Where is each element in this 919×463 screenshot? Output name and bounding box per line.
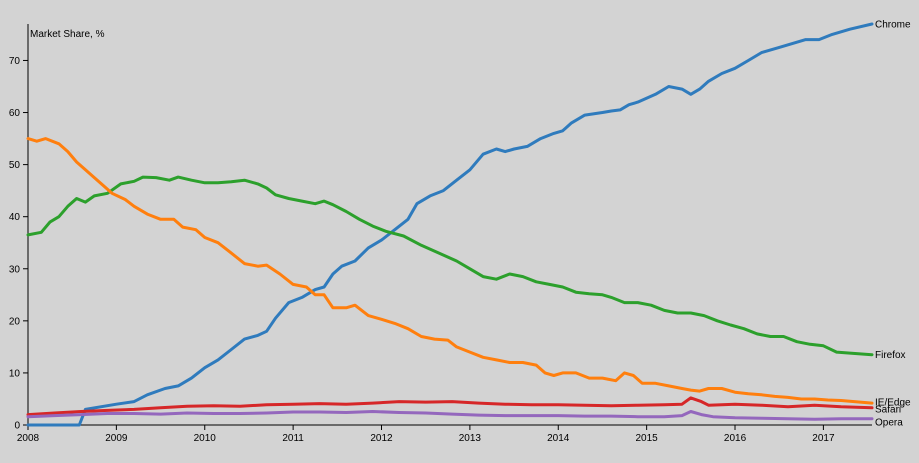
x-tick-label: 2017 bbox=[812, 433, 835, 444]
y-axis-title: Market Share, % bbox=[30, 29, 105, 40]
series-line-safari bbox=[26, 396, 874, 417]
series-lines bbox=[26, 22, 874, 427]
x-tick-label: 2014 bbox=[547, 433, 570, 444]
series-line-chrome bbox=[26, 22, 874, 427]
y-tick-label: 0 bbox=[14, 421, 20, 432]
y-tick-label: 50 bbox=[9, 160, 21, 171]
series-label: Chrome bbox=[875, 20, 911, 31]
y-ticks: 0 10 20 30 40 50 60 70 bbox=[9, 56, 28, 432]
series-label: Opera bbox=[875, 417, 903, 428]
x-tick-label: 2016 bbox=[724, 433, 747, 444]
x-tick-label: 2010 bbox=[194, 433, 217, 444]
series-label: Firefox bbox=[875, 350, 906, 361]
axes bbox=[27, 24, 872, 426]
series-line-ie-edge bbox=[26, 137, 874, 405]
series-label: Safari bbox=[875, 404, 901, 415]
x-tick-label: 2013 bbox=[459, 433, 482, 444]
y-tick-label: 20 bbox=[9, 316, 21, 327]
x-tick-label: 2011 bbox=[282, 433, 304, 444]
y-tick-label: 10 bbox=[9, 368, 21, 379]
x-tick-label: 2009 bbox=[105, 433, 128, 444]
x-ticks: 2008 2009 2010 2011 2012 2013 2014 2015 2016 2017 bbox=[17, 425, 835, 444]
x-tick-label: 2015 bbox=[636, 433, 659, 444]
y-tick-label: 60 bbox=[9, 108, 21, 119]
x-tick-label: 2008 bbox=[17, 433, 40, 444]
y-tick-label: 30 bbox=[9, 264, 21, 275]
series-label: IE/Edge bbox=[875, 398, 911, 409]
y-tick-label: 40 bbox=[9, 212, 21, 223]
y-tick-label: 70 bbox=[9, 56, 21, 67]
series-line-firefox bbox=[26, 175, 874, 357]
series-line-opera bbox=[26, 410, 874, 421]
x-tick-label: 2012 bbox=[370, 433, 393, 444]
